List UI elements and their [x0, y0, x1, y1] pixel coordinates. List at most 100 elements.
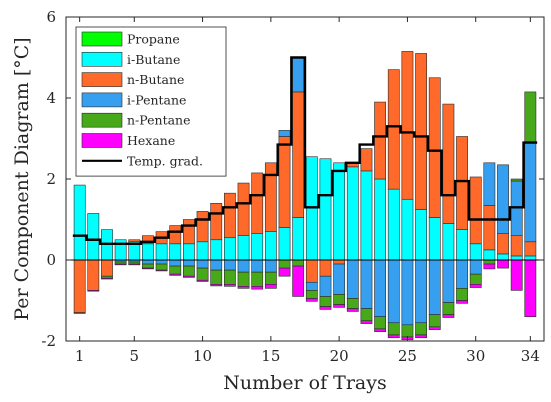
bar-n-butane-tray-25 [401, 51, 414, 200]
bar-n-pentane-tray-28 [442, 302, 455, 315]
bar-i-pentane-tray-26 [415, 259, 427, 324]
legend-swatch-n-pentane [81, 112, 123, 128]
bar-hexane-tray-31 [483, 263, 496, 270]
y-axis-title: Per Component Diagram [°C] [11, 37, 33, 320]
bar-n-butane-tray-14 [251, 172, 264, 234]
legend: Propane i-Butane n-Butane i-Pentane n-Pentan… [75, 26, 227, 177]
x-tick-label-30: 30 [466, 347, 485, 365]
bar-n-pentane-tray-10 [196, 267, 209, 281]
bar-n-butane-tray-27 [428, 77, 441, 218]
bar-n-pentane-tray-16 [278, 259, 291, 269]
bar-hexane-tray-12 [223, 283, 236, 287]
bar-hexane-tray-8 [169, 273, 182, 276]
bar-hexane-tray-2 [87, 290, 100, 292]
bar-n-butane-tray-33 [510, 235, 523, 257]
legend-label-n-butane: n-Butane [127, 72, 184, 87]
bar-n-butane-tray-19 [319, 259, 332, 277]
bar-i-butane-tray-31 [483, 249, 496, 261]
bar-i-butane-tray-20 [333, 162, 346, 261]
bar-n-butane-tray-16 [278, 136, 291, 228]
y-tick-label-4: 4 [46, 89, 56, 107]
bar-n-pentane-tray-27 [428, 314, 441, 328]
bar-i-butane-tray-19 [319, 158, 332, 261]
bar-n-pentane-tray-24 [387, 322, 400, 336]
bar-n-butane-tray-1 [73, 259, 86, 313]
bar-hexane-tray-27 [428, 326, 441, 330]
bar-n-pentane-tray-23 [374, 316, 387, 330]
bar-hexane-tray-15 [264, 283, 277, 289]
y-tick-label-0: 0 [46, 251, 56, 269]
bar-n-butane-tray-22 [360, 148, 373, 172]
legend-swatch-i-butane [81, 51, 123, 67]
bar-i-pentane-tray-16 [278, 130, 291, 137]
bar-i-butane-tray-14 [251, 233, 264, 261]
bar-i-butane-tray-28 [442, 223, 455, 261]
bar-n-pentane-tray-26 [415, 322, 427, 336]
bar-i-pentane-tray-19 [319, 275, 332, 297]
x-tick-label-25: 25 [398, 347, 417, 365]
bar-n-pentane-tray-12 [223, 269, 236, 285]
bar-i-butane-tray-30 [469, 243, 482, 261]
x-tick-label-5: 5 [130, 347, 140, 365]
bar-i-pentane-tray-8 [169, 259, 182, 267]
bar-n-pentane-tray-19 [319, 296, 332, 307]
bar-i-butane-tray-22 [360, 170, 373, 261]
bar-hexane-tray-23 [374, 328, 387, 332]
bar-n-pentane-tray-17 [292, 259, 305, 267]
bar-n-butane-tray-32 [497, 233, 509, 255]
bar-n-pentane-tray-7 [155, 263, 168, 271]
bar-n-butane-tray-11 [210, 203, 223, 241]
bar-hexane-tray-3 [101, 277, 113, 280]
bar-n-butane-tray-17 [292, 91, 305, 218]
legend-label-n-pentane: n-Pentane [127, 113, 191, 128]
bar-hexane-tray-9 [183, 275, 195, 278]
bar-i-butane-tray-34 [524, 255, 537, 261]
bar-i-pentane-tray-14 [251, 259, 264, 273]
bar-i-pentane-tray-7 [155, 259, 168, 265]
x-tick-label-34: 34 [521, 347, 540, 365]
legend-swatch-i-pentane [81, 92, 123, 108]
bar-n-butane-tray-24 [387, 69, 400, 190]
bar-i-butane-tray-33 [510, 255, 523, 261]
bar-i-pentane-tray-24 [387, 259, 400, 324]
legend-swatch-propane [81, 31, 123, 47]
bar-i-butane-tray-15 [264, 231, 277, 261]
bar-i-butane-tray-1 [73, 184, 86, 261]
bar-n-butane-tray-2 [87, 259, 100, 291]
legend-label-propane: Propane [127, 32, 180, 47]
bar-i-butane-tray-23 [374, 178, 387, 261]
bar-i-pentane-tray-9 [183, 259, 195, 267]
bar-hexane-tray-16 [278, 267, 291, 277]
bar-n-butane-tray-8 [169, 225, 182, 245]
bar-n-pentane-tray-34 [524, 91, 537, 143]
bar-n-pentane-tray-31 [483, 259, 496, 265]
bar-i-butane-tray-11 [210, 239, 223, 261]
bar-n-pentane-tray-18 [305, 290, 318, 299]
bar-i-pentane-tray-30 [469, 259, 482, 275]
bar-i-butane-tray-32 [497, 253, 509, 261]
bar-n-butane-tray-5 [128, 239, 141, 243]
bar-i-pentane-tray-18 [305, 281, 318, 291]
bar-hexane-tray-6 [142, 267, 154, 270]
bar-n-pentane-tray-13 [237, 271, 250, 287]
bar-i-pentane-tray-27 [428, 259, 441, 315]
bar-i-pentane-tray-21 [346, 259, 359, 299]
bar-i-pentane-tray-23 [374, 259, 387, 318]
bar-i-pentane-tray-20 [333, 263, 346, 295]
bar-i-pentane-tray-25 [401, 259, 414, 326]
bar-n-butane-tray-20 [333, 259, 346, 265]
bar-i-butane-tray-27 [428, 217, 441, 261]
bar-hexane-tray-34 [524, 259, 537, 318]
bar-i-butane-tray-24 [387, 188, 400, 261]
bar-hexane-tray-29 [456, 300, 468, 304]
bar-hexane-tray-13 [237, 286, 250, 289]
bar-i-butane-tray-2 [87, 213, 100, 261]
bar-i-pentane-tray-31 [483, 162, 496, 206]
bar-n-butane-tray-3 [101, 259, 113, 277]
bar-n-pentane-tray-29 [456, 288, 468, 301]
bar-hexane-tray-24 [387, 334, 400, 339]
bar-n-pentane-tray-14 [251, 271, 264, 287]
x-tick-label-1: 1 [75, 347, 85, 365]
bar-n-butane-tray-31 [483, 205, 496, 251]
